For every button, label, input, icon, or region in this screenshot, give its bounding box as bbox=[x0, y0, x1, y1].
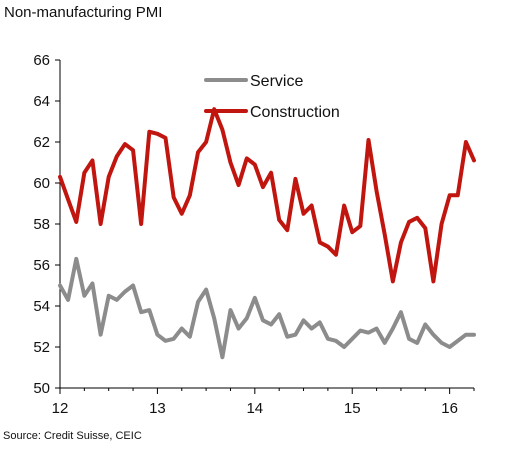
y-tick-label: 66 bbox=[33, 52, 50, 69]
series-layer bbox=[58, 107, 476, 360]
y-tick-label: 56 bbox=[33, 257, 50, 274]
x-tick-label: 14 bbox=[246, 400, 263, 417]
axes: 50 52 54 56 58 60 62 64 66 12 13 14 15 16 bbox=[33, 52, 475, 417]
x-tick-label: 12 bbox=[52, 400, 69, 417]
y-tick-label: 54 bbox=[33, 298, 50, 315]
y-tick-label: 64 bbox=[33, 93, 50, 110]
legend: Service Construction bbox=[204, 73, 340, 121]
source-note: Source: Credit Suisse, CEIC bbox=[3, 430, 142, 442]
x-tick-label: 15 bbox=[344, 400, 361, 417]
legend-label-service: Service bbox=[250, 73, 303, 90]
y-tick-label: 52 bbox=[33, 339, 50, 356]
x-tick-label: 13 bbox=[149, 400, 166, 417]
y-tick-label: 50 bbox=[33, 380, 50, 397]
series-line-construction bbox=[58, 107, 476, 284]
x-tick-label: 16 bbox=[441, 400, 458, 417]
y-tick-label: 58 bbox=[33, 216, 50, 233]
chart-title: Non-manufacturing PMI bbox=[4, 4, 163, 21]
legend-label-construction: Construction bbox=[250, 104, 340, 121]
y-tick-label: 62 bbox=[33, 134, 50, 151]
series-line-service bbox=[58, 256, 476, 360]
y-tick-label: 60 bbox=[33, 175, 50, 192]
